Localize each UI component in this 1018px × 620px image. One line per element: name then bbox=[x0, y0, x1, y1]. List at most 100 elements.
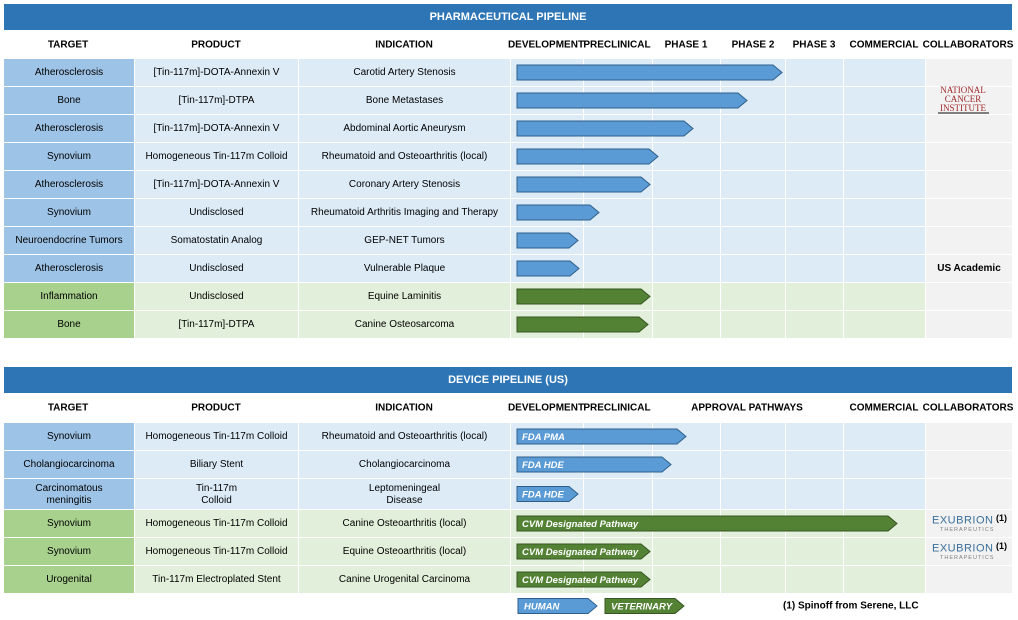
indication: Carotid Artery Stenosis bbox=[353, 67, 455, 78]
target: Urogenital bbox=[46, 574, 92, 585]
column-header: APPROVAL PATHWAYS bbox=[691, 403, 803, 414]
cell bbox=[135, 566, 298, 593]
cell bbox=[844, 283, 925, 310]
cell bbox=[786, 87, 843, 114]
column-header: PRECLINICAL bbox=[583, 40, 650, 51]
collaborator-note: (1) bbox=[996, 541, 1007, 551]
column-header: INDICATION bbox=[375, 40, 433, 51]
cell bbox=[299, 199, 510, 226]
cell bbox=[926, 171, 1012, 198]
cell bbox=[653, 479, 720, 509]
cell bbox=[926, 283, 1012, 310]
target: Bone bbox=[57, 95, 81, 106]
cell bbox=[299, 423, 510, 450]
cell bbox=[786, 311, 843, 338]
cell bbox=[844, 59, 925, 86]
line: Colloid bbox=[201, 495, 232, 506]
cell bbox=[844, 87, 925, 114]
cell bbox=[721, 311, 785, 338]
column-header: COMMERCIAL bbox=[850, 40, 919, 51]
cell bbox=[4, 283, 134, 310]
cell bbox=[926, 479, 1012, 509]
cell bbox=[299, 538, 510, 565]
cell bbox=[786, 143, 843, 170]
cell bbox=[4, 87, 134, 114]
indication: Canine Urogenital Carcinoma bbox=[339, 574, 471, 585]
cell bbox=[135, 227, 298, 254]
cell bbox=[786, 451, 843, 478]
progress-arrow bbox=[516, 232, 579, 249]
cell bbox=[786, 115, 843, 142]
cell bbox=[721, 171, 785, 198]
cell bbox=[584, 479, 652, 509]
cell bbox=[4, 115, 134, 142]
indication: Rheumatoid Arthritis Imaging and Therapy bbox=[311, 207, 498, 218]
column-header: PHASE 3 bbox=[793, 40, 836, 51]
column-header: PRECLINICAL bbox=[583, 403, 650, 414]
cell bbox=[299, 227, 510, 254]
column-header: COLLABORATORS bbox=[923, 40, 1014, 51]
target: Atherosclerosis bbox=[35, 263, 103, 274]
line: INSTITUTE bbox=[940, 103, 986, 113]
column-header: INDICATION bbox=[375, 403, 433, 414]
cell bbox=[721, 479, 785, 509]
product: Biliary Stent bbox=[190, 459, 244, 470]
legend-label: VETERINARY bbox=[611, 602, 674, 613]
cell bbox=[299, 87, 510, 114]
section-title: DEVICE PIPELINE (US) bbox=[448, 374, 568, 386]
cell bbox=[4, 255, 134, 282]
cell bbox=[786, 538, 843, 565]
cell bbox=[4, 199, 134, 226]
indication: Rheumatoid and Osteoarthritis (local) bbox=[322, 431, 488, 442]
cell bbox=[721, 255, 785, 282]
cell bbox=[4, 423, 134, 450]
cell bbox=[135, 59, 298, 86]
cell bbox=[135, 199, 298, 226]
column-header: TARGET bbox=[48, 403, 88, 414]
cell bbox=[135, 171, 298, 198]
product: Undisclosed bbox=[189, 207, 243, 218]
product: [Tin-117m]-DOTA-Annexin V bbox=[154, 179, 280, 190]
cell bbox=[653, 143, 720, 170]
cell bbox=[844, 227, 925, 254]
product: Homogeneous Tin-117m Colloid bbox=[145, 431, 287, 442]
target: Synovium bbox=[47, 431, 91, 442]
footnote: (1) Spinoff from Serene, LLC bbox=[783, 601, 919, 612]
cell bbox=[786, 283, 843, 310]
progress-arrow bbox=[516, 515, 898, 532]
cell bbox=[4, 227, 134, 254]
legend-label: HUMAN bbox=[524, 602, 560, 613]
collaborator-logo: EXUBRION bbox=[932, 514, 993, 526]
column-header: DEVELOPMENT bbox=[508, 403, 584, 414]
pathway: CVM Designated Pathway bbox=[522, 519, 639, 530]
cell bbox=[786, 566, 843, 593]
target: Carcinomatous meningitis bbox=[35, 483, 102, 506]
cell bbox=[135, 255, 298, 282]
cell bbox=[4, 538, 134, 565]
cell bbox=[926, 59, 1012, 86]
cell bbox=[786, 423, 843, 450]
cell bbox=[926, 115, 1012, 142]
cell bbox=[4, 510, 134, 537]
cell bbox=[299, 115, 510, 142]
cell bbox=[584, 227, 652, 254]
cell bbox=[135, 451, 298, 478]
cell bbox=[135, 510, 298, 537]
cell bbox=[926, 538, 1012, 565]
indication: GEP-NET Tumors bbox=[364, 235, 444, 246]
cell bbox=[721, 451, 785, 478]
collaborator-note: (1) bbox=[996, 513, 1007, 523]
cell bbox=[4, 566, 134, 593]
product: [Tin-117m]-DTPA bbox=[179, 319, 255, 330]
cell bbox=[135, 115, 298, 142]
progress-arrow bbox=[516, 288, 651, 305]
target: Synovium bbox=[47, 518, 91, 529]
line: Leptomeningeal bbox=[369, 483, 440, 494]
progress-arrow bbox=[516, 120, 694, 137]
cell bbox=[299, 143, 510, 170]
product: Homogeneous Tin-117m Colloid bbox=[145, 518, 287, 529]
indication: Vulnerable Plaque bbox=[364, 263, 446, 274]
progress-arrow bbox=[516, 176, 651, 193]
product: Undisclosed bbox=[189, 263, 243, 274]
indication: Leptomeningeal Disease bbox=[369, 483, 440, 506]
